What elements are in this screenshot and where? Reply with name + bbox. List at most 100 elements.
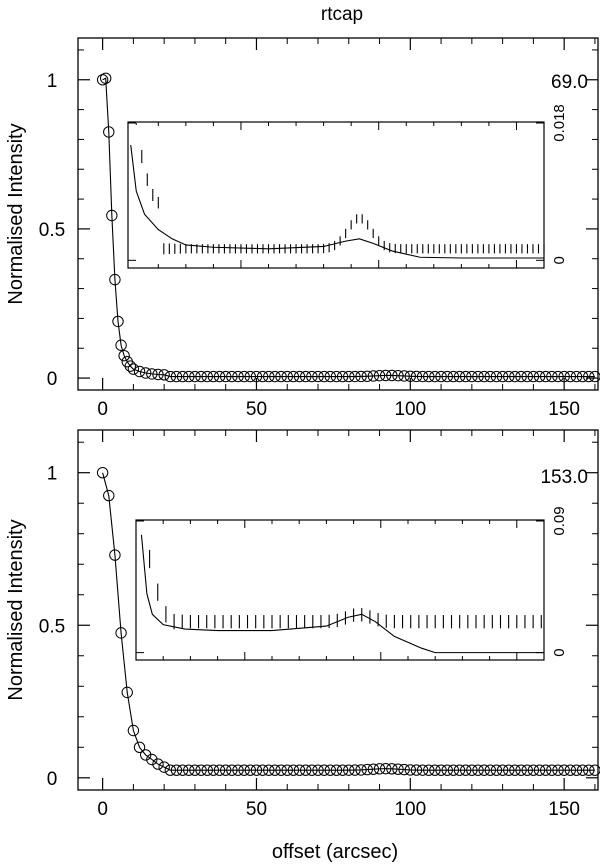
- panel-top-data-point: [466, 370, 478, 383]
- panel-top-data-point: [256, 370, 269, 383]
- panel-top-data-point: [189, 370, 201, 383]
- panel-bottom-data-point: [170, 764, 183, 776]
- panel-top-data-point: [103, 126, 115, 138]
- panel-top-data-point: [533, 370, 546, 383]
- panel-bottom-data-point: [318, 764, 330, 776]
- panel-top-data-point: [539, 370, 552, 383]
- panel-top-data-point: [312, 370, 324, 383]
- panel-bottom-data-point: [195, 764, 207, 776]
- panel-top-data-point: [139, 367, 152, 379]
- panel-top-data-point: [318, 370, 330, 383]
- panel-top-data-point: [112, 315, 124, 328]
- panel-bottom-inset-model-line: [140, 534, 544, 654]
- panel-top-data-point: [404, 370, 417, 382]
- panel-top-series: [96, 72, 600, 383]
- panel-top-data-point: [250, 370, 263, 383]
- panel-bottom-data-point: [398, 763, 410, 776]
- panel-bottom-data-point: [472, 764, 484, 776]
- panel-bottom-data-point: [312, 764, 324, 776]
- panel-bottom-data-point: [484, 764, 497, 776]
- panel-bottom-inset: 00.09: [135, 506, 568, 661]
- panel-top-data-point: [589, 370, 600, 383]
- x-axis-label: offset (arcsec): [272, 841, 398, 863]
- panel-bottom-data-point: [423, 764, 435, 776]
- panel-top-data-point: [435, 370, 447, 383]
- panel-top-data-point: [453, 370, 466, 383]
- panel-bottom-data-point: [533, 764, 546, 776]
- panel-bottom-data-point: [183, 764, 195, 776]
- panel-top-ylabel: Normalised Intensity: [5, 123, 27, 304]
- panel-bottom-data-point: [189, 764, 201, 776]
- panel-bottom-data-point: [589, 764, 600, 776]
- panel-top-data-point: [183, 370, 195, 383]
- panel-bottom-xtick-label: 0: [97, 799, 108, 820]
- panel-top-data-point: [263, 370, 275, 383]
- panel-bottom-ytick-label: 0.5: [39, 616, 65, 637]
- panel-bottom-data-point: [521, 764, 533, 776]
- panel-top-data-point: [398, 370, 410, 382]
- panel-bottom-data-point: [275, 764, 287, 776]
- panel-top-ytick-label: 0: [47, 369, 58, 390]
- panel-top-annotation: 69.0: [551, 72, 588, 93]
- panel-bottom-ylabel: Normalised Intensity: [5, 519, 27, 700]
- panel-bottom-data-point: [164, 764, 177, 776]
- panel-top-data-point: [275, 370, 287, 383]
- panel-top-data-point: [552, 370, 564, 383]
- panel-top-data-point: [152, 368, 164, 381]
- panel-bottom-data-point: [244, 764, 257, 776]
- panel-bottom-data-point: [263, 764, 275, 776]
- panel-top-data-point: [379, 369, 392, 382]
- panel-bottom-data-point: [570, 764, 583, 776]
- panel-top-data-point: [226, 370, 238, 383]
- panel-bottom-data-point: [410, 764, 423, 776]
- panel-bottom-data-point: [509, 764, 521, 776]
- panel-bottom-data-point: [349, 764, 361, 776]
- panel-top-data-point: [287, 370, 300, 383]
- panel-top-data-point: [244, 370, 257, 383]
- panel-top-xtick-label: 50: [246, 399, 267, 420]
- panel-top-data-point: [429, 370, 441, 383]
- panel-top-data-point: [509, 370, 521, 383]
- panel-top-data-point: [124, 360, 137, 372]
- panel-top-inset: 0 0.018: [127, 104, 568, 269]
- panel-bottom-data-point: [392, 763, 404, 775]
- panel-top-data-point: [176, 370, 189, 383]
- panel-top-data-point: [410, 370, 423, 383]
- panel-bottom-data-point: [336, 764, 349, 776]
- panel-bottom-data-point: [232, 764, 244, 776]
- panel-bottom-xtick-label: 50: [246, 799, 267, 820]
- panel-top-data-point: [484, 370, 497, 383]
- panel-top-data-point: [349, 370, 361, 383]
- panel-bottom-data-point: [355, 764, 367, 776]
- panel-top-data-point: [201, 370, 213, 383]
- panel-top-data-point: [503, 370, 515, 383]
- panel-bottom-inset-ytick-label: 0.09: [551, 506, 568, 535]
- panel-bottom-data-point: [115, 627, 127, 639]
- panel-top-data-point: [330, 370, 343, 383]
- panel-bottom-data-point: [453, 764, 466, 776]
- panel-top-data-point: [373, 369, 386, 382]
- panel-bottom-data-point: [293, 764, 306, 776]
- panel-bottom-annotation: 153.0: [540, 467, 588, 488]
- panel-bottom-data-point: [564, 764, 577, 776]
- panel-bottom-data-point: [416, 764, 429, 776]
- panel-top-data-point: [392, 369, 404, 382]
- panel-bottom-data-point: [527, 764, 540, 776]
- figure-title: rtcap: [321, 4, 363, 25]
- panel-bottom-data-point: [133, 741, 146, 753]
- panel-bottom-data-point: [152, 758, 164, 770]
- panel-top-data-point: [324, 370, 337, 383]
- panel-bottom-data-point: [146, 753, 158, 766]
- panel-bottom-data-point: [158, 761, 170, 773]
- panel-bottom-data-point: [269, 764, 281, 776]
- panel-top-data-point: [195, 370, 207, 383]
- panel-bottom-data-point: [238, 764, 250, 776]
- panel-bottom-data-point: [539, 764, 552, 776]
- panel-top-data-point: [558, 370, 570, 383]
- panel-bottom-data-point: [176, 764, 189, 776]
- panel-bottom-data-point: [361, 763, 373, 776]
- panel-top-data-point: [361, 370, 373, 382]
- panel-bottom-model-line: [102, 472, 595, 771]
- panel-bottom-data-point: [324, 764, 337, 776]
